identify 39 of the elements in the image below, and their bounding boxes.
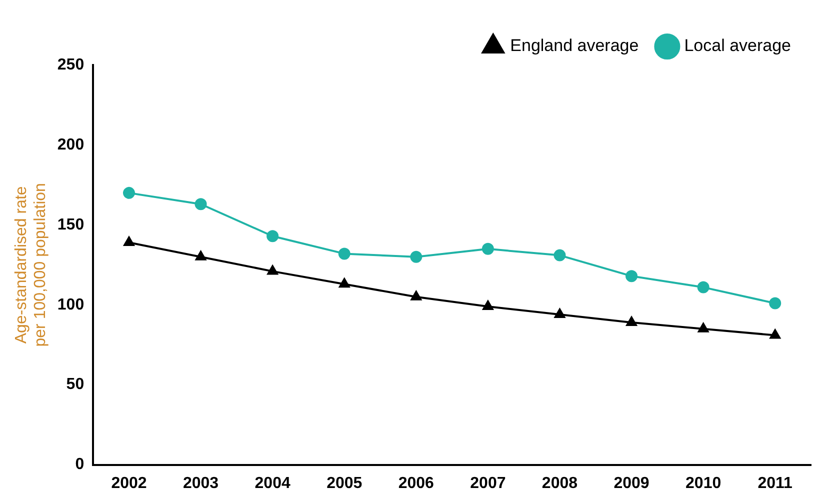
point bbox=[195, 250, 206, 260]
point bbox=[339, 278, 350, 288]
point bbox=[194, 198, 207, 210]
point bbox=[266, 230, 279, 242]
point bbox=[267, 265, 278, 275]
y-axis-title: Age-standardised rate per 100,000 population bbox=[13, 183, 50, 347]
x-tick-label: 2007 bbox=[470, 474, 506, 492]
point bbox=[410, 290, 422, 300]
legend-label: Local average bbox=[684, 36, 792, 56]
point bbox=[698, 322, 709, 332]
y-tick-label: 200 bbox=[57, 136, 84, 154]
x-tick-label: 2010 bbox=[686, 474, 722, 492]
point bbox=[338, 248, 350, 260]
point bbox=[626, 316, 637, 326]
point bbox=[122, 186, 135, 199]
x-tick-label: 2008 bbox=[542, 474, 578, 492]
x-tick-label: 2011 bbox=[758, 474, 793, 492]
point bbox=[554, 308, 566, 318]
legend-label: England average bbox=[510, 36, 639, 56]
y-tick-label: 50 bbox=[66, 376, 84, 394]
x-tick-label: 2002 bbox=[111, 474, 147, 492]
x-tick-label: 2004 bbox=[254, 474, 290, 492]
x-tick-label: 2005 bbox=[326, 474, 362, 492]
point bbox=[554, 249, 566, 262]
point bbox=[410, 250, 422, 263]
y-tick-label: 0 bbox=[75, 456, 84, 474]
point bbox=[626, 270, 638, 282]
point bbox=[770, 329, 780, 339]
x-tick-label: 2003 bbox=[182, 474, 219, 492]
y-tick-label: 100 bbox=[57, 296, 84, 314]
x-tick-label: 2009 bbox=[614, 474, 650, 492]
y-tick-label: 150 bbox=[57, 216, 84, 234]
point bbox=[482, 242, 494, 255]
point bbox=[482, 300, 494, 310]
x-tick-label: 2006 bbox=[398, 474, 434, 492]
point bbox=[124, 236, 134, 246]
point bbox=[769, 297, 782, 310]
point bbox=[697, 281, 710, 294]
y-tick-label: 250 bbox=[57, 56, 84, 74]
